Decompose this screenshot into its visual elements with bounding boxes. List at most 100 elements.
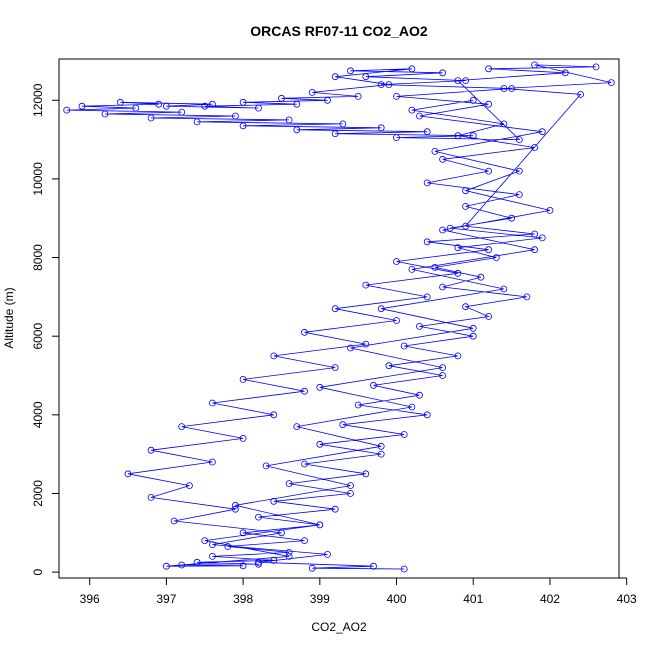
data-point [285, 116, 293, 124]
data-point [485, 100, 493, 108]
data-point [393, 258, 400, 265]
data-point [316, 440, 324, 448]
data-point [523, 293, 531, 301]
data-point [331, 505, 339, 513]
data-point [324, 96, 331, 104]
data-point [339, 421, 347, 429]
data-point [531, 246, 538, 254]
data-point [408, 403, 416, 411]
data-point [531, 144, 538, 151]
data-point [416, 112, 423, 120]
y-tick-label: 8000 [31, 244, 45, 271]
data-point [416, 391, 423, 399]
data-point [500, 120, 508, 128]
data-point [377, 81, 385, 88]
data-point [439, 372, 447, 379]
data-point [170, 517, 178, 525]
data-point [354, 93, 362, 100]
data-point [208, 399, 216, 407]
data-point [370, 562, 377, 570]
data-point [285, 480, 293, 488]
data-point [439, 283, 447, 291]
data-point [454, 244, 462, 252]
x-tick-label: 400 [387, 592, 407, 606]
data-point [255, 104, 262, 112]
data-point [462, 77, 470, 84]
x-axis-label: CO2_AO2 [311, 620, 367, 634]
data-point [262, 462, 270, 470]
data-point [301, 537, 308, 544]
data-point [293, 126, 301, 134]
data-point [423, 128, 431, 136]
data-point [485, 313, 493, 320]
data-point [316, 521, 324, 529]
data-point [185, 482, 193, 490]
data-point [231, 505, 239, 513]
data-point [231, 112, 239, 120]
data-point [538, 234, 546, 242]
data-point [208, 541, 216, 548]
data-point [508, 214, 516, 222]
data-point [531, 230, 538, 238]
data-point [454, 269, 462, 277]
x-tick-label: 402 [540, 592, 560, 606]
data-point [208, 100, 216, 108]
data-point [147, 114, 155, 122]
data-point [431, 263, 439, 271]
data-point [178, 108, 186, 116]
data-point [462, 222, 470, 230]
data-point [239, 529, 247, 537]
data-point [285, 553, 293, 560]
data-point [393, 134, 400, 142]
y-tick-label: 6000 [31, 323, 45, 350]
y-tick-label: 0 [31, 568, 45, 575]
data-point [293, 100, 301, 108]
data-point [208, 553, 216, 560]
plot-area [63, 61, 615, 573]
data-point [423, 179, 431, 187]
series-line [66, 64, 612, 570]
data-point [331, 130, 339, 138]
data-point [423, 293, 431, 301]
data-point [255, 558, 262, 566]
y-tick-label: 10000 [31, 162, 45, 196]
data-point [439, 69, 447, 77]
data-point [515, 167, 523, 175]
data-point [400, 342, 408, 350]
data-point [162, 102, 170, 110]
data-point [508, 85, 516, 92]
data-point [178, 423, 186, 431]
data-point [339, 120, 347, 128]
data-point [538, 128, 546, 136]
data-point [239, 375, 247, 383]
x-axis: 396 397 398 399 400 401 402 403 [80, 577, 637, 606]
data-point [331, 73, 339, 81]
data-point [162, 562, 170, 570]
data-point [531, 61, 538, 69]
data-point [385, 362, 393, 370]
data-point [347, 344, 354, 352]
x-tick-label: 401 [463, 592, 483, 606]
data-point [147, 493, 155, 501]
data-point [201, 102, 209, 110]
data-point [469, 132, 477, 140]
data-point [132, 104, 140, 112]
data-point [454, 352, 462, 360]
data-point [301, 328, 308, 336]
data-point [485, 246, 493, 254]
data-point [278, 529, 285, 537]
x-tick-label: 398 [233, 592, 253, 606]
data-point [561, 69, 569, 77]
data-point [515, 136, 523, 144]
data-point [416, 322, 423, 330]
data-point [239, 122, 247, 130]
data-point [515, 191, 523, 199]
data-point [224, 543, 232, 550]
data-point [331, 364, 339, 372]
data-point [255, 560, 262, 568]
data-point [592, 63, 600, 71]
data-point [293, 423, 301, 431]
y-axis: 0 2000 4000 6000 8000 10000 12000 [31, 83, 60, 575]
data-point [408, 106, 416, 114]
data-point [208, 458, 216, 466]
